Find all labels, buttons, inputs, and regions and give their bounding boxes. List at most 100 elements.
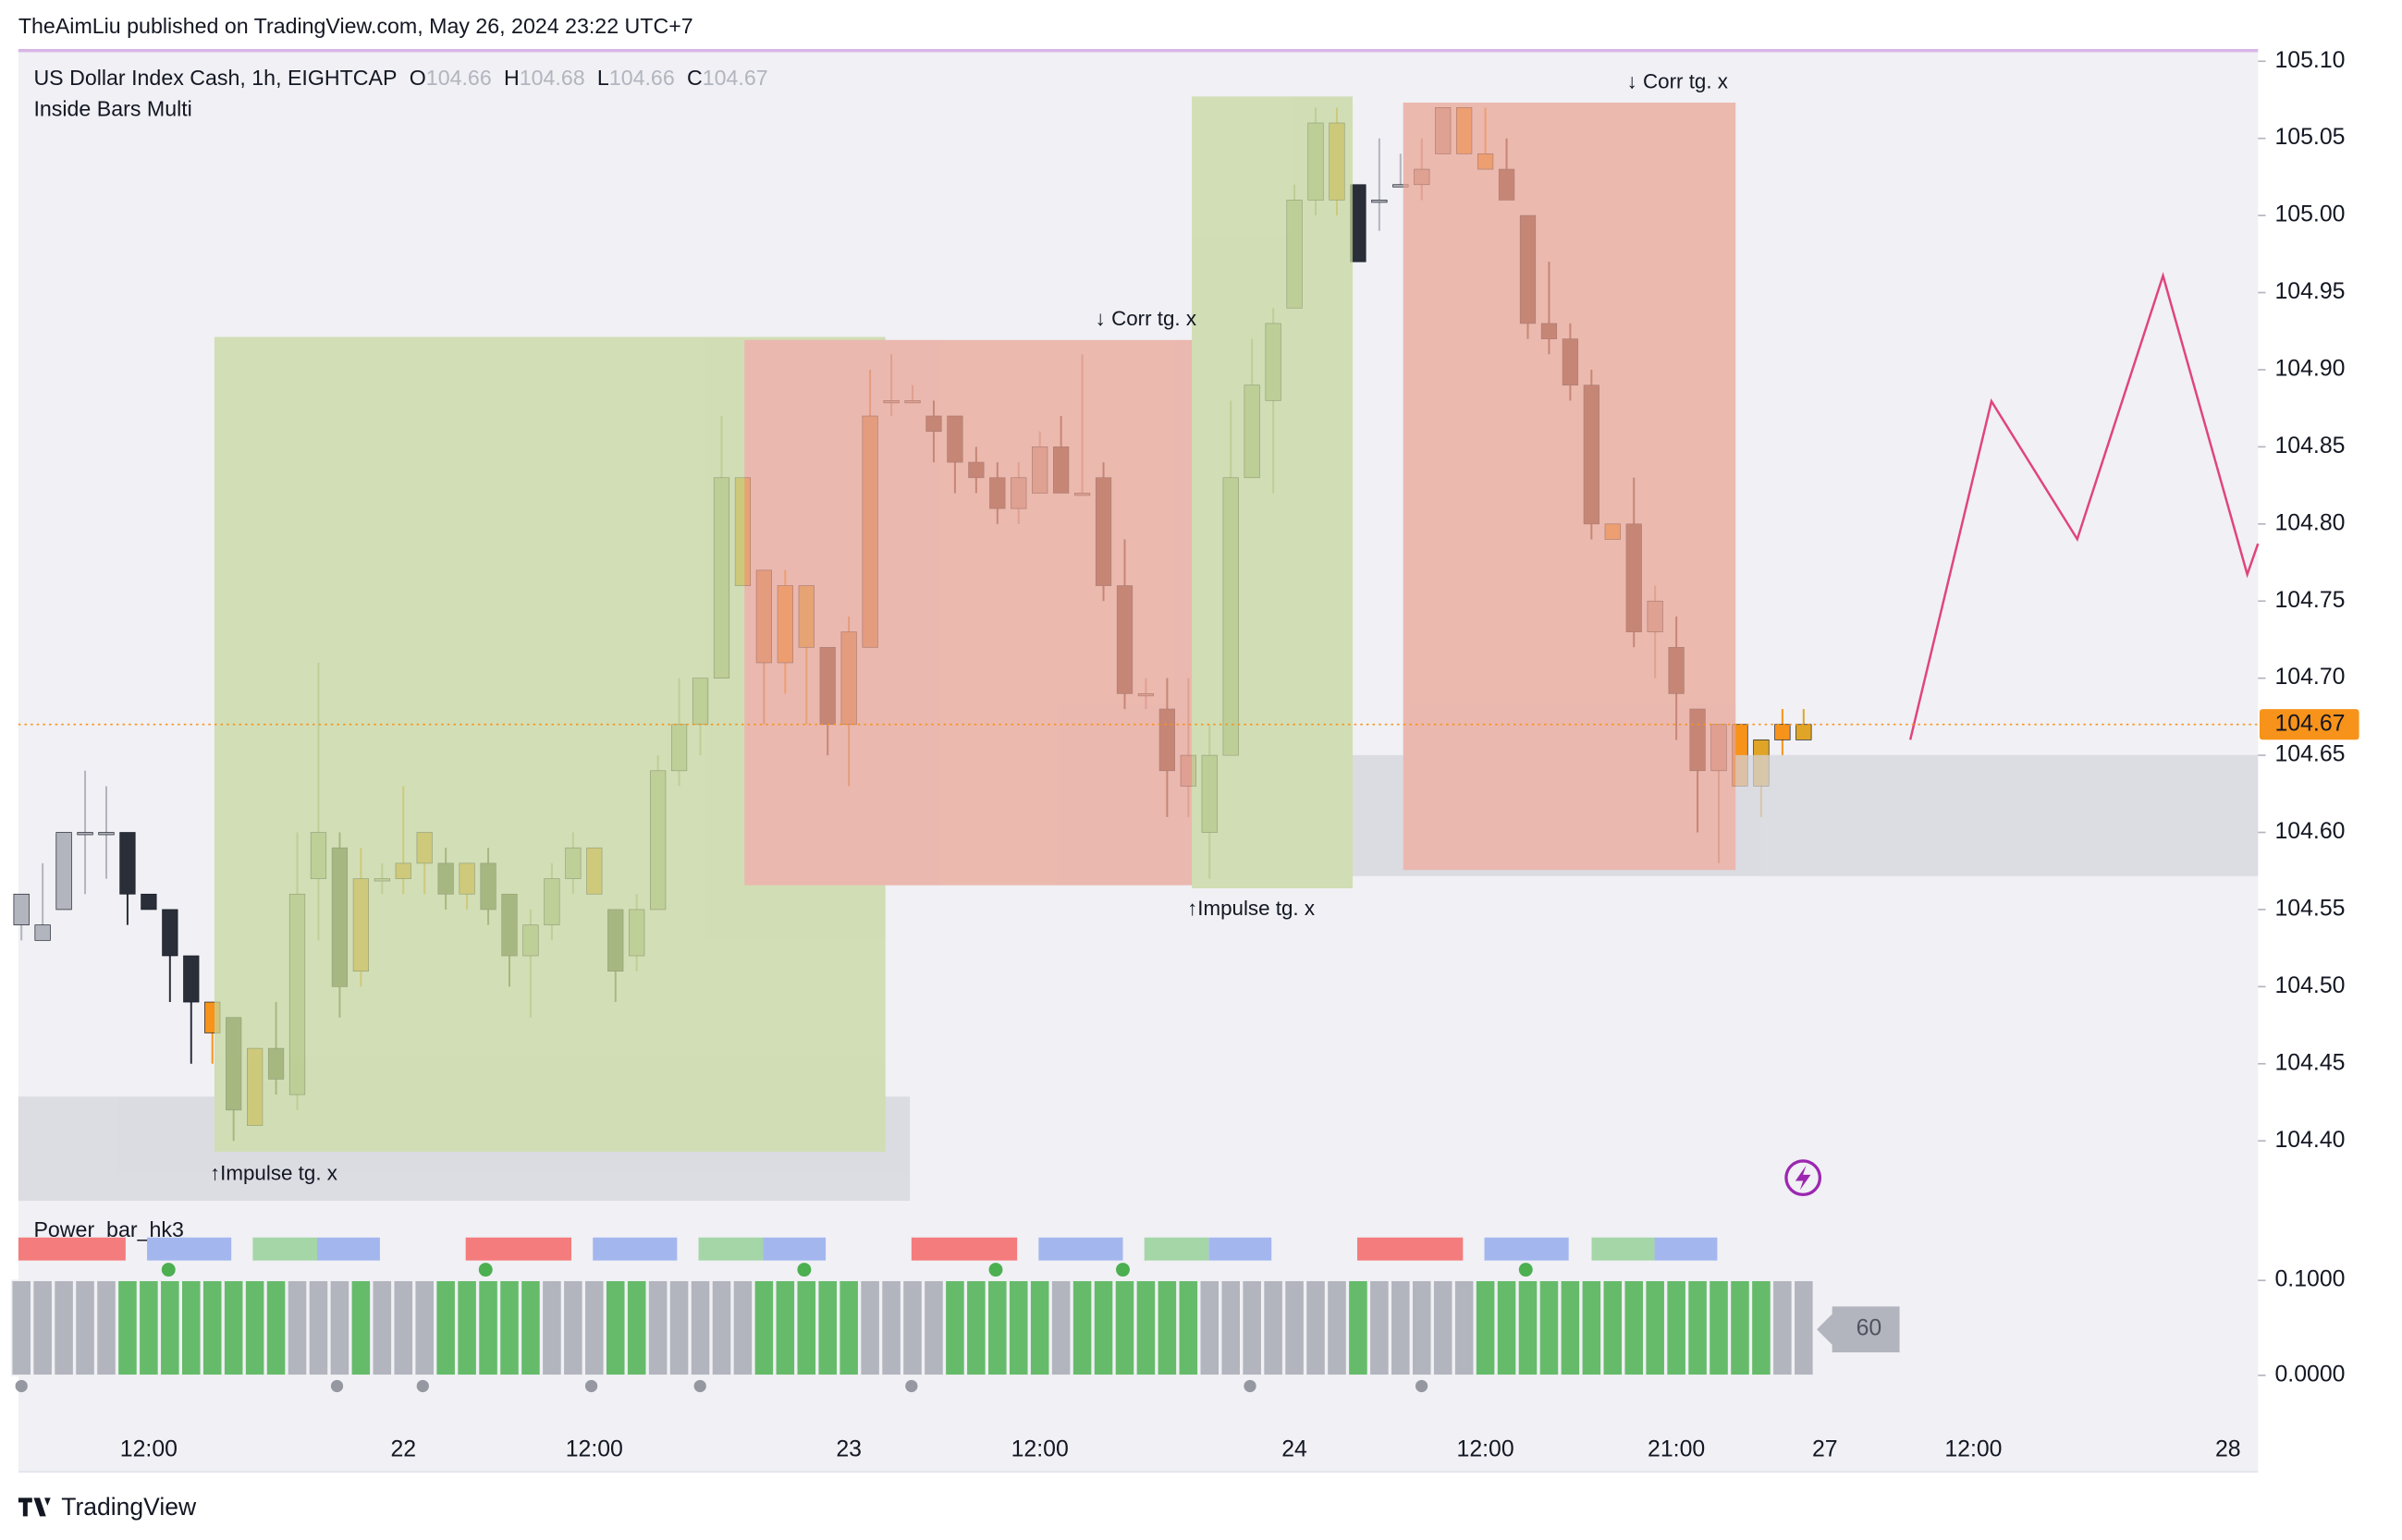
y-tick-label: 104.90 <box>2274 357 2345 382</box>
legend-item: 104.67 <box>703 66 768 90</box>
legend-item: 104.68 <box>520 66 585 90</box>
power-bar <box>95 1279 117 1376</box>
power-bar <box>477 1279 499 1376</box>
signal-dot <box>797 1263 812 1277</box>
signal-dot <box>693 1379 706 1393</box>
candle-body <box>183 955 200 1003</box>
candle-body <box>1371 200 1388 203</box>
power-bar <box>1114 1279 1135 1376</box>
candle-body <box>1350 184 1366 263</box>
power-bar <box>202 1279 224 1376</box>
power-bar <box>1538 1279 1560 1376</box>
power-bar <box>753 1279 775 1376</box>
power-bar <box>1623 1279 1645 1376</box>
power-bar <box>1008 1279 1030 1376</box>
y-tick-label: 104.45 <box>2274 1050 2345 1075</box>
power-bar <box>1072 1279 1094 1376</box>
x-tick-label: 12:00 <box>1944 1437 2002 1462</box>
power-bar <box>1580 1279 1602 1376</box>
power-bar <box>838 1279 860 1376</box>
power-bar <box>1793 1279 1815 1376</box>
signal-dot <box>330 1379 344 1393</box>
power-bar <box>562 1279 584 1376</box>
candle-body <box>119 832 136 895</box>
x-tick-label: 24 <box>1281 1437 1307 1462</box>
power-bar <box>816 1279 839 1376</box>
y-tick-label: 104.70 <box>2274 665 2345 690</box>
annotation: ↓ Corr tg. x <box>1627 69 1728 92</box>
power-bar <box>731 1279 754 1376</box>
power-bar <box>1198 1279 1220 1376</box>
power-bar <box>287 1279 308 1376</box>
power-bar <box>265 1279 288 1376</box>
power-bar <box>1750 1279 1772 1376</box>
power-bar <box>328 1279 350 1376</box>
annotation: ↑Impulse tg. x <box>1187 897 1315 920</box>
candle-body <box>55 832 72 911</box>
legend-item: 104.66 <box>609 66 675 90</box>
x-tick-label: 21:00 <box>1648 1437 1705 1462</box>
power-bar <box>1177 1279 1199 1376</box>
signal-strip <box>147 1237 232 1261</box>
signal-strip <box>763 1237 827 1261</box>
legend-item: L <box>597 66 609 90</box>
power-bar <box>159 1279 181 1376</box>
x-tick-label: 12:00 <box>566 1437 623 1462</box>
price-label-box <box>2259 709 2359 740</box>
legend-item: C <box>687 66 703 90</box>
signal-strip <box>911 1237 1018 1261</box>
y-tick-label: 104.65 <box>2274 742 2345 767</box>
alert-icon[interactable] <box>1784 1159 1822 1197</box>
power-bar <box>944 1279 966 1376</box>
power-bar <box>498 1279 521 1376</box>
grid <box>2258 60 2266 1143</box>
power-bar <box>1326 1279 1348 1376</box>
signal-strip <box>698 1237 764 1261</box>
y-tick-label: 104.80 <box>2274 510 2345 535</box>
length-box <box>1817 1306 1900 1353</box>
power-bar <box>10 1279 32 1376</box>
brand: TradingView <box>61 1493 197 1521</box>
power-bar <box>1453 1279 1476 1376</box>
power-bar <box>1368 1279 1391 1376</box>
power-bar <box>1347 1279 1369 1376</box>
signal-strip <box>1484 1237 1569 1261</box>
zone <box>1403 103 1736 871</box>
price-label: 104.67 <box>2274 711 2345 736</box>
power-bar <box>1135 1279 1157 1376</box>
power-bar <box>1156 1279 1178 1376</box>
signal-dot <box>1415 1379 1428 1393</box>
y-tick-label: 104.75 <box>2274 588 2345 613</box>
power-bar <box>1050 1279 1072 1376</box>
signal-strip <box>1144 1237 1209 1261</box>
power-bar <box>965 1279 987 1376</box>
x-tick-label: 28 <box>2215 1437 2241 1462</box>
candle-body <box>13 893 30 925</box>
logo <box>18 1497 51 1517</box>
zone <box>1192 96 1354 888</box>
y-tick-label: 105.05 <box>2274 125 2345 150</box>
candle-body <box>34 924 51 941</box>
signal-strip <box>1654 1237 1718 1261</box>
power-bar <box>795 1279 817 1376</box>
signal-strip <box>593 1237 678 1261</box>
signal-dot <box>1518 1263 1533 1277</box>
signal-strip <box>1208 1237 1272 1261</box>
legend-item: H <box>504 66 520 90</box>
legend: US Dollar Index Cash, 1h, EIGHTCAP O104.6… <box>33 66 767 120</box>
signal-dot <box>15 1379 28 1393</box>
candle-body <box>98 832 115 836</box>
x-tick-label: 12:00 <box>1011 1437 1069 1462</box>
annotation: ↑Impulse tg. x <box>210 1162 337 1185</box>
power-bar <box>1665 1279 1687 1376</box>
power-bar <box>223 1279 245 1376</box>
power-bar <box>1283 1279 1305 1376</box>
power-bar <box>1390 1279 1412 1376</box>
power-bar <box>711 1279 732 1376</box>
power-bar <box>1093 1279 1114 1376</box>
signal-dot <box>905 1379 918 1393</box>
power-bar <box>1729 1279 1751 1376</box>
power-bar <box>647 1279 669 1376</box>
candle-body <box>77 832 93 836</box>
